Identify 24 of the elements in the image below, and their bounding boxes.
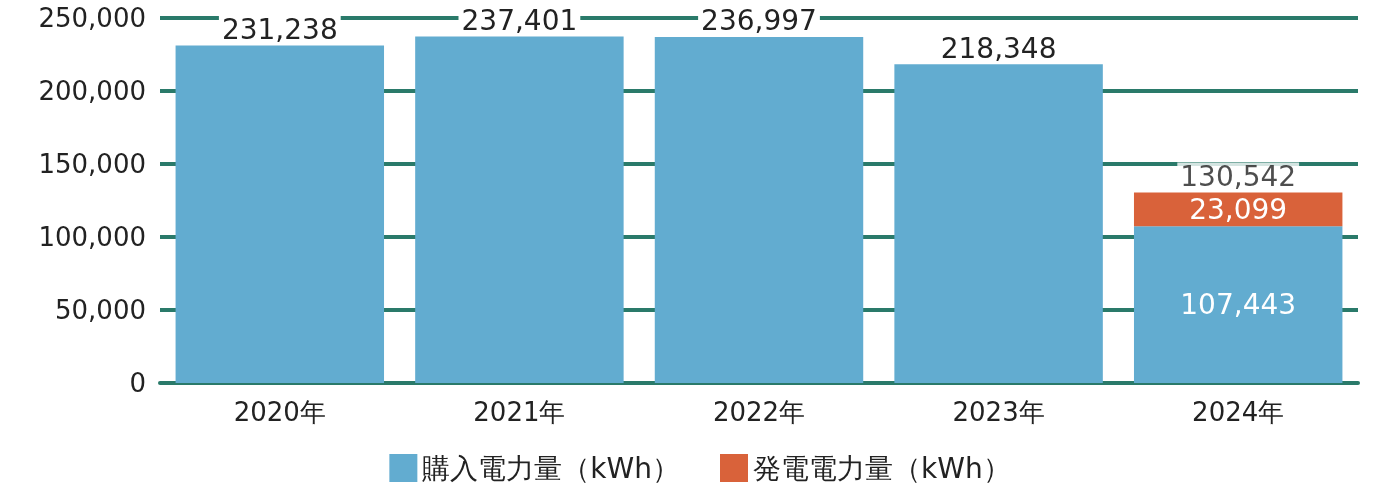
y-tick-label: 250,000 <box>38 3 146 33</box>
x-tick-label: 2021年 <box>473 397 566 427</box>
bar <box>1133 226 1343 383</box>
data-label: 23,099 <box>1189 192 1288 226</box>
total-label: 130,542 <box>1180 159 1297 193</box>
y-tick-label: 50,000 <box>55 295 146 325</box>
x-tick-label: 2024年 <box>1192 397 1285 427</box>
y-tick-label: 200,000 <box>38 76 146 106</box>
legend-label: 購入電力量（kWh） <box>422 451 681 485</box>
data-label: 231,238 <box>221 12 338 46</box>
data-label: 218,348 <box>940 31 1057 65</box>
legend-label: 発電電力量（kWh） <box>753 451 1011 485</box>
x-tick-label: 2020年 <box>233 397 326 427</box>
bar <box>175 45 385 383</box>
y-tick-label: 100,000 <box>38 222 146 252</box>
data-label: 236,997 <box>701 4 817 38</box>
x-tick-label: 2023年 <box>952 397 1045 427</box>
data-label: 107,443 <box>1180 288 1297 322</box>
y-tick-label: 0 <box>129 368 146 398</box>
bar <box>654 36 864 383</box>
data-label: 237,401 <box>461 3 578 37</box>
y-tick-label: 150,000 <box>38 149 146 179</box>
x-tick-label: 2022年 <box>712 397 806 427</box>
bar <box>415 36 624 383</box>
